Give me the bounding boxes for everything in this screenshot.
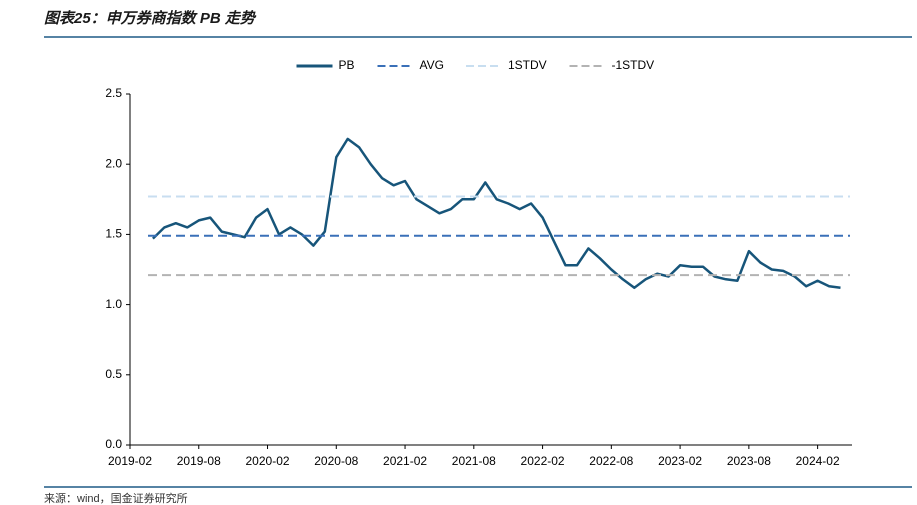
y-tick-label: 2.0 — [105, 156, 122, 170]
x-tick-label: 2021-08 — [452, 454, 496, 468]
x-tick-label: 2020-02 — [246, 454, 290, 468]
legend-label: 1STDV — [508, 58, 547, 72]
source: 来源：wind，国金证券研究所 — [44, 491, 188, 505]
x-tick-label: 2020-08 — [314, 454, 358, 468]
x-tick-label: 2023-02 — [658, 454, 702, 468]
x-tick-label: 2021-02 — [383, 454, 427, 468]
y-tick-label: 2.5 — [105, 86, 122, 100]
x-tick-label: 2019-02 — [108, 454, 152, 468]
x-tick-label: 2022-02 — [521, 454, 565, 468]
y-tick-label: 1.5 — [105, 227, 122, 241]
x-tick-label: 2024-02 — [796, 454, 840, 468]
x-tick-label: 2022-08 — [589, 454, 633, 468]
y-tick-label: 0.5 — [105, 367, 122, 381]
y-tick-label: 1.0 — [105, 297, 122, 311]
x-tick-label: 2023-08 — [727, 454, 771, 468]
legend-label: PB — [339, 58, 355, 72]
y-tick-label: 0.0 — [105, 437, 122, 451]
pb-line — [152, 137, 841, 290]
x-tick-label: 2019-08 — [177, 454, 221, 468]
chart-title: 图表25：申万券商指数 PB 走势 — [44, 9, 257, 27]
legend-label: -1STDV — [612, 58, 655, 72]
legend-label: AVG — [420, 58, 444, 72]
